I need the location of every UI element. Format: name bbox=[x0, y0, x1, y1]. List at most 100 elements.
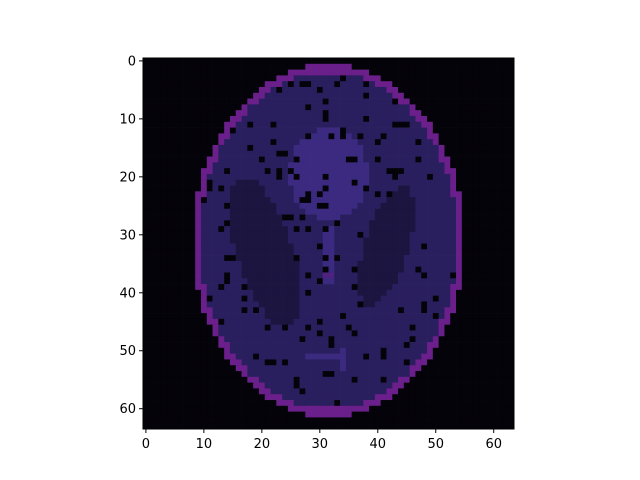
heatmap-cell bbox=[374, 98, 382, 105]
heatmap-cell bbox=[258, 127, 266, 134]
heatmap-cell bbox=[229, 284, 237, 291]
heatmap-cell bbox=[479, 179, 486, 186]
heatmap-cell bbox=[450, 191, 457, 198]
heatmap-cell bbox=[241, 347, 248, 354]
heatmap-cell bbox=[496, 237, 503, 244]
heatmap-cell bbox=[166, 75, 173, 82]
heatmap-cell bbox=[479, 301, 486, 308]
heatmap-cell bbox=[276, 81, 283, 88]
heatmap-cell bbox=[334, 115, 341, 123]
heatmap-cell bbox=[334, 260, 341, 268]
heatmap-cell bbox=[270, 365, 277, 372]
heatmap-cell bbox=[189, 104, 196, 111]
heatmap-cell bbox=[160, 318, 167, 326]
heatmap-cell bbox=[432, 260, 439, 268]
heatmap-cell bbox=[444, 63, 451, 70]
heatmap-cell bbox=[171, 382, 179, 389]
heatmap-cell bbox=[247, 98, 254, 105]
heatmap-cell bbox=[427, 144, 434, 152]
heatmap-cell bbox=[148, 69, 155, 76]
heatmap-cell bbox=[409, 133, 416, 140]
heatmap-cell bbox=[206, 289, 213, 297]
heatmap-cell bbox=[369, 260, 376, 268]
heatmap-cell bbox=[432, 376, 439, 383]
heatmap-cell bbox=[154, 411, 161, 418]
heatmap-cell bbox=[374, 179, 382, 186]
heatmap-cell bbox=[311, 58, 318, 65]
heatmap-cell bbox=[363, 179, 370, 186]
heatmap-cell bbox=[282, 307, 289, 314]
heatmap-cell bbox=[461, 110, 468, 117]
heatmap-cell bbox=[189, 411, 196, 418]
heatmap-cell bbox=[212, 295, 219, 302]
heatmap-cell bbox=[143, 58, 150, 65]
heatmap-cell bbox=[496, 115, 503, 123]
heatmap-cell bbox=[450, 336, 457, 343]
heatmap-cell bbox=[432, 208, 439, 215]
heatmap-cell bbox=[322, 336, 329, 343]
heatmap-cell bbox=[432, 81, 439, 88]
heatmap-cell bbox=[241, 58, 248, 65]
heatmap-cell bbox=[143, 243, 150, 250]
heatmap-cell bbox=[409, 417, 416, 424]
heatmap-cell bbox=[467, 417, 474, 424]
heatmap-cell bbox=[427, 121, 434, 128]
heatmap-cell bbox=[415, 127, 422, 134]
heatmap-cell bbox=[479, 185, 486, 192]
heatmap-cell bbox=[363, 98, 370, 105]
heatmap-cell bbox=[160, 133, 167, 140]
heatmap-cell bbox=[392, 173, 399, 181]
heatmap-cell bbox=[282, 336, 289, 343]
heatmap-cell bbox=[154, 220, 161, 227]
heatmap-cell bbox=[316, 249, 324, 256]
heatmap-cell bbox=[253, 150, 260, 157]
heatmap-cell bbox=[351, 318, 358, 326]
heatmap-cell bbox=[293, 214, 300, 221]
heatmap-cell bbox=[270, 202, 277, 210]
heatmap-cell bbox=[351, 417, 358, 424]
heatmap-cell bbox=[456, 162, 463, 169]
heatmap-cell bbox=[502, 92, 509, 99]
heatmap-cell bbox=[461, 133, 468, 140]
heatmap-cell bbox=[282, 86, 289, 94]
heatmap-cell bbox=[473, 179, 480, 186]
heatmap-cell bbox=[415, 289, 422, 297]
heatmap-cell bbox=[316, 272, 324, 279]
heatmap-cell bbox=[456, 359, 463, 366]
heatmap-cell bbox=[357, 144, 364, 152]
heatmap-cell bbox=[247, 347, 254, 354]
heatmap-cell bbox=[415, 133, 422, 140]
heatmap-cell bbox=[241, 394, 248, 401]
heatmap-cell bbox=[270, 255, 277, 262]
heatmap-cell bbox=[369, 220, 376, 227]
heatmap-cell bbox=[241, 260, 248, 268]
heatmap-cell bbox=[432, 162, 439, 169]
heatmap-cell bbox=[212, 400, 219, 407]
heatmap-cell bbox=[322, 226, 329, 233]
heatmap-cell bbox=[206, 260, 213, 268]
heatmap-cell bbox=[369, 173, 376, 181]
heatmap-cell bbox=[502, 255, 509, 262]
heatmap-cell bbox=[247, 376, 254, 383]
heatmap-cell bbox=[496, 63, 503, 70]
heatmap-cell bbox=[241, 185, 248, 192]
heatmap-cell bbox=[148, 237, 155, 244]
heatmap-cell bbox=[224, 86, 231, 94]
heatmap-cell bbox=[189, 365, 196, 372]
heatmap-cell bbox=[166, 255, 173, 262]
heatmap-cell bbox=[403, 376, 411, 383]
heatmap-cell bbox=[143, 133, 150, 140]
heatmap-cell bbox=[270, 115, 277, 123]
heatmap-cell bbox=[183, 266, 190, 273]
heatmap-cell bbox=[189, 197, 196, 204]
heatmap-cell bbox=[508, 179, 515, 186]
heatmap-cell bbox=[415, 110, 422, 117]
heatmap-cell bbox=[334, 388, 341, 395]
heatmap-cell bbox=[177, 301, 184, 308]
heatmap-cell bbox=[427, 284, 434, 291]
heatmap-cell bbox=[473, 411, 480, 418]
heatmap-cell bbox=[473, 376, 480, 383]
heatmap-cell bbox=[229, 301, 237, 308]
heatmap-cell bbox=[357, 121, 364, 128]
heatmap-cell bbox=[195, 98, 202, 105]
